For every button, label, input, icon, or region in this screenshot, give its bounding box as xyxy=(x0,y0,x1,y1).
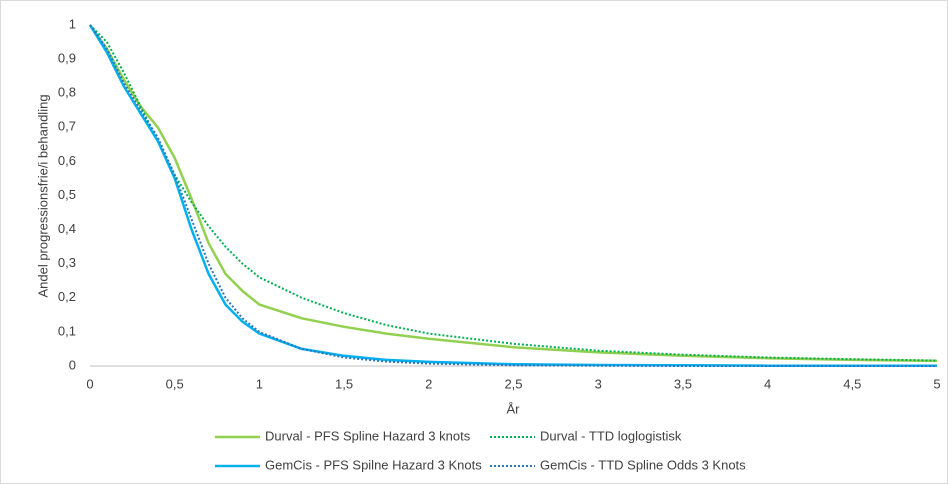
legend-label: Durval - PFS Spline Hazard 3 knots xyxy=(265,428,471,443)
y-axis-title: Andel progressionsfrie/i behandling xyxy=(35,94,50,297)
y-tick-label: 0,6 xyxy=(58,153,76,168)
line-series xyxy=(89,24,937,367)
y-tick-label: 0,7 xyxy=(58,119,76,134)
legend-label: GemCis - TTD Spline Odds 3 Knots xyxy=(540,457,746,472)
y-tick-label: 0,5 xyxy=(58,187,76,202)
legend-label: Durval - TTD loglogistisk xyxy=(540,428,682,443)
x-tick-label: 3 xyxy=(595,376,602,391)
x-tick-label: 0 xyxy=(86,376,93,391)
y-tick-label: 0,3 xyxy=(58,255,76,270)
y-tick-label: 1 xyxy=(69,16,76,31)
x-tick-label: 4,5 xyxy=(843,376,861,391)
x-tick-label: 2 xyxy=(425,376,432,391)
line-series xyxy=(88,24,938,363)
x-axis-title: År xyxy=(507,401,521,416)
x-tick-label: 0,5 xyxy=(166,376,184,391)
x-tick-label: 2,5 xyxy=(504,376,522,391)
y-tick-label: 0,8 xyxy=(58,85,76,100)
x-tick-label: 1 xyxy=(256,376,263,391)
x-tick-label: 3,5 xyxy=(674,376,692,391)
y-tick-label: 0,2 xyxy=(58,289,76,304)
x-tick-label: 5 xyxy=(933,376,940,391)
legend-label: GemCis - PFS Spilne Hazard 3 Knots xyxy=(265,457,482,472)
x-tick-label: 4 xyxy=(764,376,771,391)
y-tick-label: 0 xyxy=(69,357,76,372)
y-tick-label: 0,4 xyxy=(58,221,76,236)
y-tick-label: 0,1 xyxy=(58,323,76,338)
y-tick-label: 0,9 xyxy=(58,51,76,66)
x-tick-label: 1,5 xyxy=(335,376,353,391)
